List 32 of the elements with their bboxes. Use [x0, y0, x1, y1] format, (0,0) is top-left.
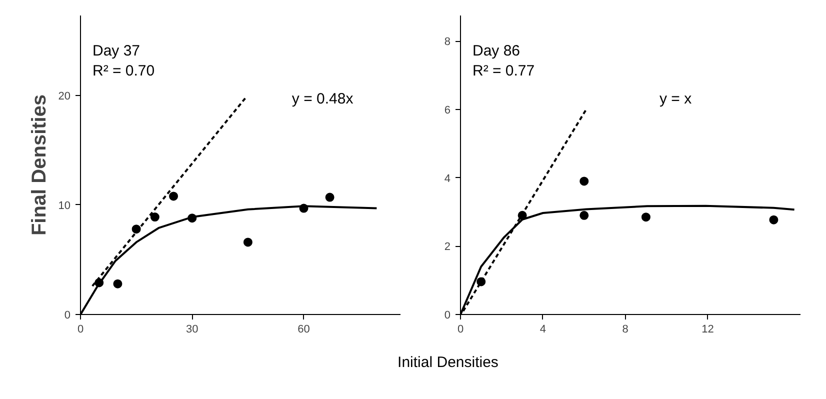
y-tick-label: 0: [64, 310, 71, 322]
y-tick-label: 10: [58, 200, 71, 212]
y-tick-label: 6: [444, 104, 451, 116]
x-tick-label: 8: [622, 324, 628, 336]
x-tick-label: 4: [540, 324, 546, 336]
annotation: y = 0.48x: [292, 90, 354, 108]
x-tick-label: 30: [186, 324, 198, 336]
y-tick-label: 0: [444, 310, 451, 322]
point: [169, 192, 178, 201]
y-tick-label: 8: [444, 36, 451, 48]
y-tick-label: 20: [58, 90, 71, 102]
point: [580, 210, 589, 220]
annotation: R² = 0.70: [92, 62, 155, 80]
x-axis-title: Initial Densities: [398, 353, 498, 373]
point: [325, 192, 334, 202]
point: [641, 212, 650, 222]
annotation: y = x: [660, 90, 692, 108]
y-tick-label: 4: [444, 172, 451, 185]
annotation: Day 37: [92, 42, 140, 60]
annotation: R² = 0.77: [472, 62, 535, 80]
y-axis-title: Final Densities: [28, 94, 50, 236]
x-tick-label: 12: [702, 324, 714, 336]
point: [769, 215, 778, 224]
x-tick-label: 0: [77, 324, 84, 336]
point: [580, 176, 589, 186]
x-tick-label: 0: [457, 324, 464, 336]
x-tick-label: 60: [298, 324, 310, 336]
point: [113, 279, 122, 288]
point: [150, 212, 160, 222]
annotation: Day 86: [472, 42, 520, 60]
point: [243, 238, 252, 247]
y-tick-label: 2: [444, 241, 451, 254]
